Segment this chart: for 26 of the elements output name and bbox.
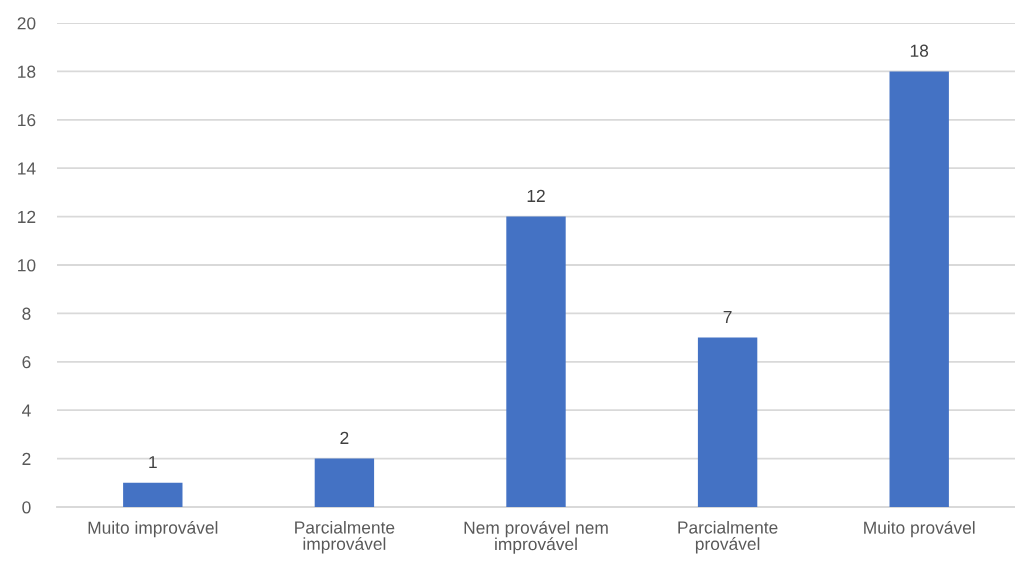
bar	[123, 482, 183, 507]
y-tick-label: 14	[18, 162, 36, 175]
x-tick-label: Parcialmente improvável	[295, 520, 395, 554]
bar	[889, 71, 949, 507]
y-tick-label: 4	[22, 404, 31, 417]
data-label: 1	[149, 456, 157, 469]
y-tick-label: 0	[22, 501, 31, 514]
x-tick-label: Muito provável	[864, 520, 975, 538]
bar	[506, 216, 566, 507]
y-tick-label: 12	[18, 210, 36, 223]
x-tick-label: Muito improvável	[88, 520, 218, 538]
y-tick-label: 18	[18, 65, 36, 78]
y-tick-label: 10	[18, 259, 36, 272]
data-label: 7	[723, 310, 732, 323]
y-tick-label: 8	[22, 307, 31, 320]
data-label: 12	[527, 189, 545, 202]
data-label: 2	[340, 431, 349, 444]
bar	[697, 337, 758, 507]
x-tick-label: Parcialmente provável	[678, 520, 778, 554]
bar	[314, 458, 375, 507]
data-label: 18	[910, 44, 929, 57]
y-tick-label: 6	[22, 355, 31, 369]
y-tick-label: 16	[18, 113, 36, 127]
y-tick-label: 2	[22, 452, 31, 465]
y-tick-label: 20	[17, 17, 36, 30]
x-tick-label: Nem provável nem improvável	[464, 520, 608, 554]
